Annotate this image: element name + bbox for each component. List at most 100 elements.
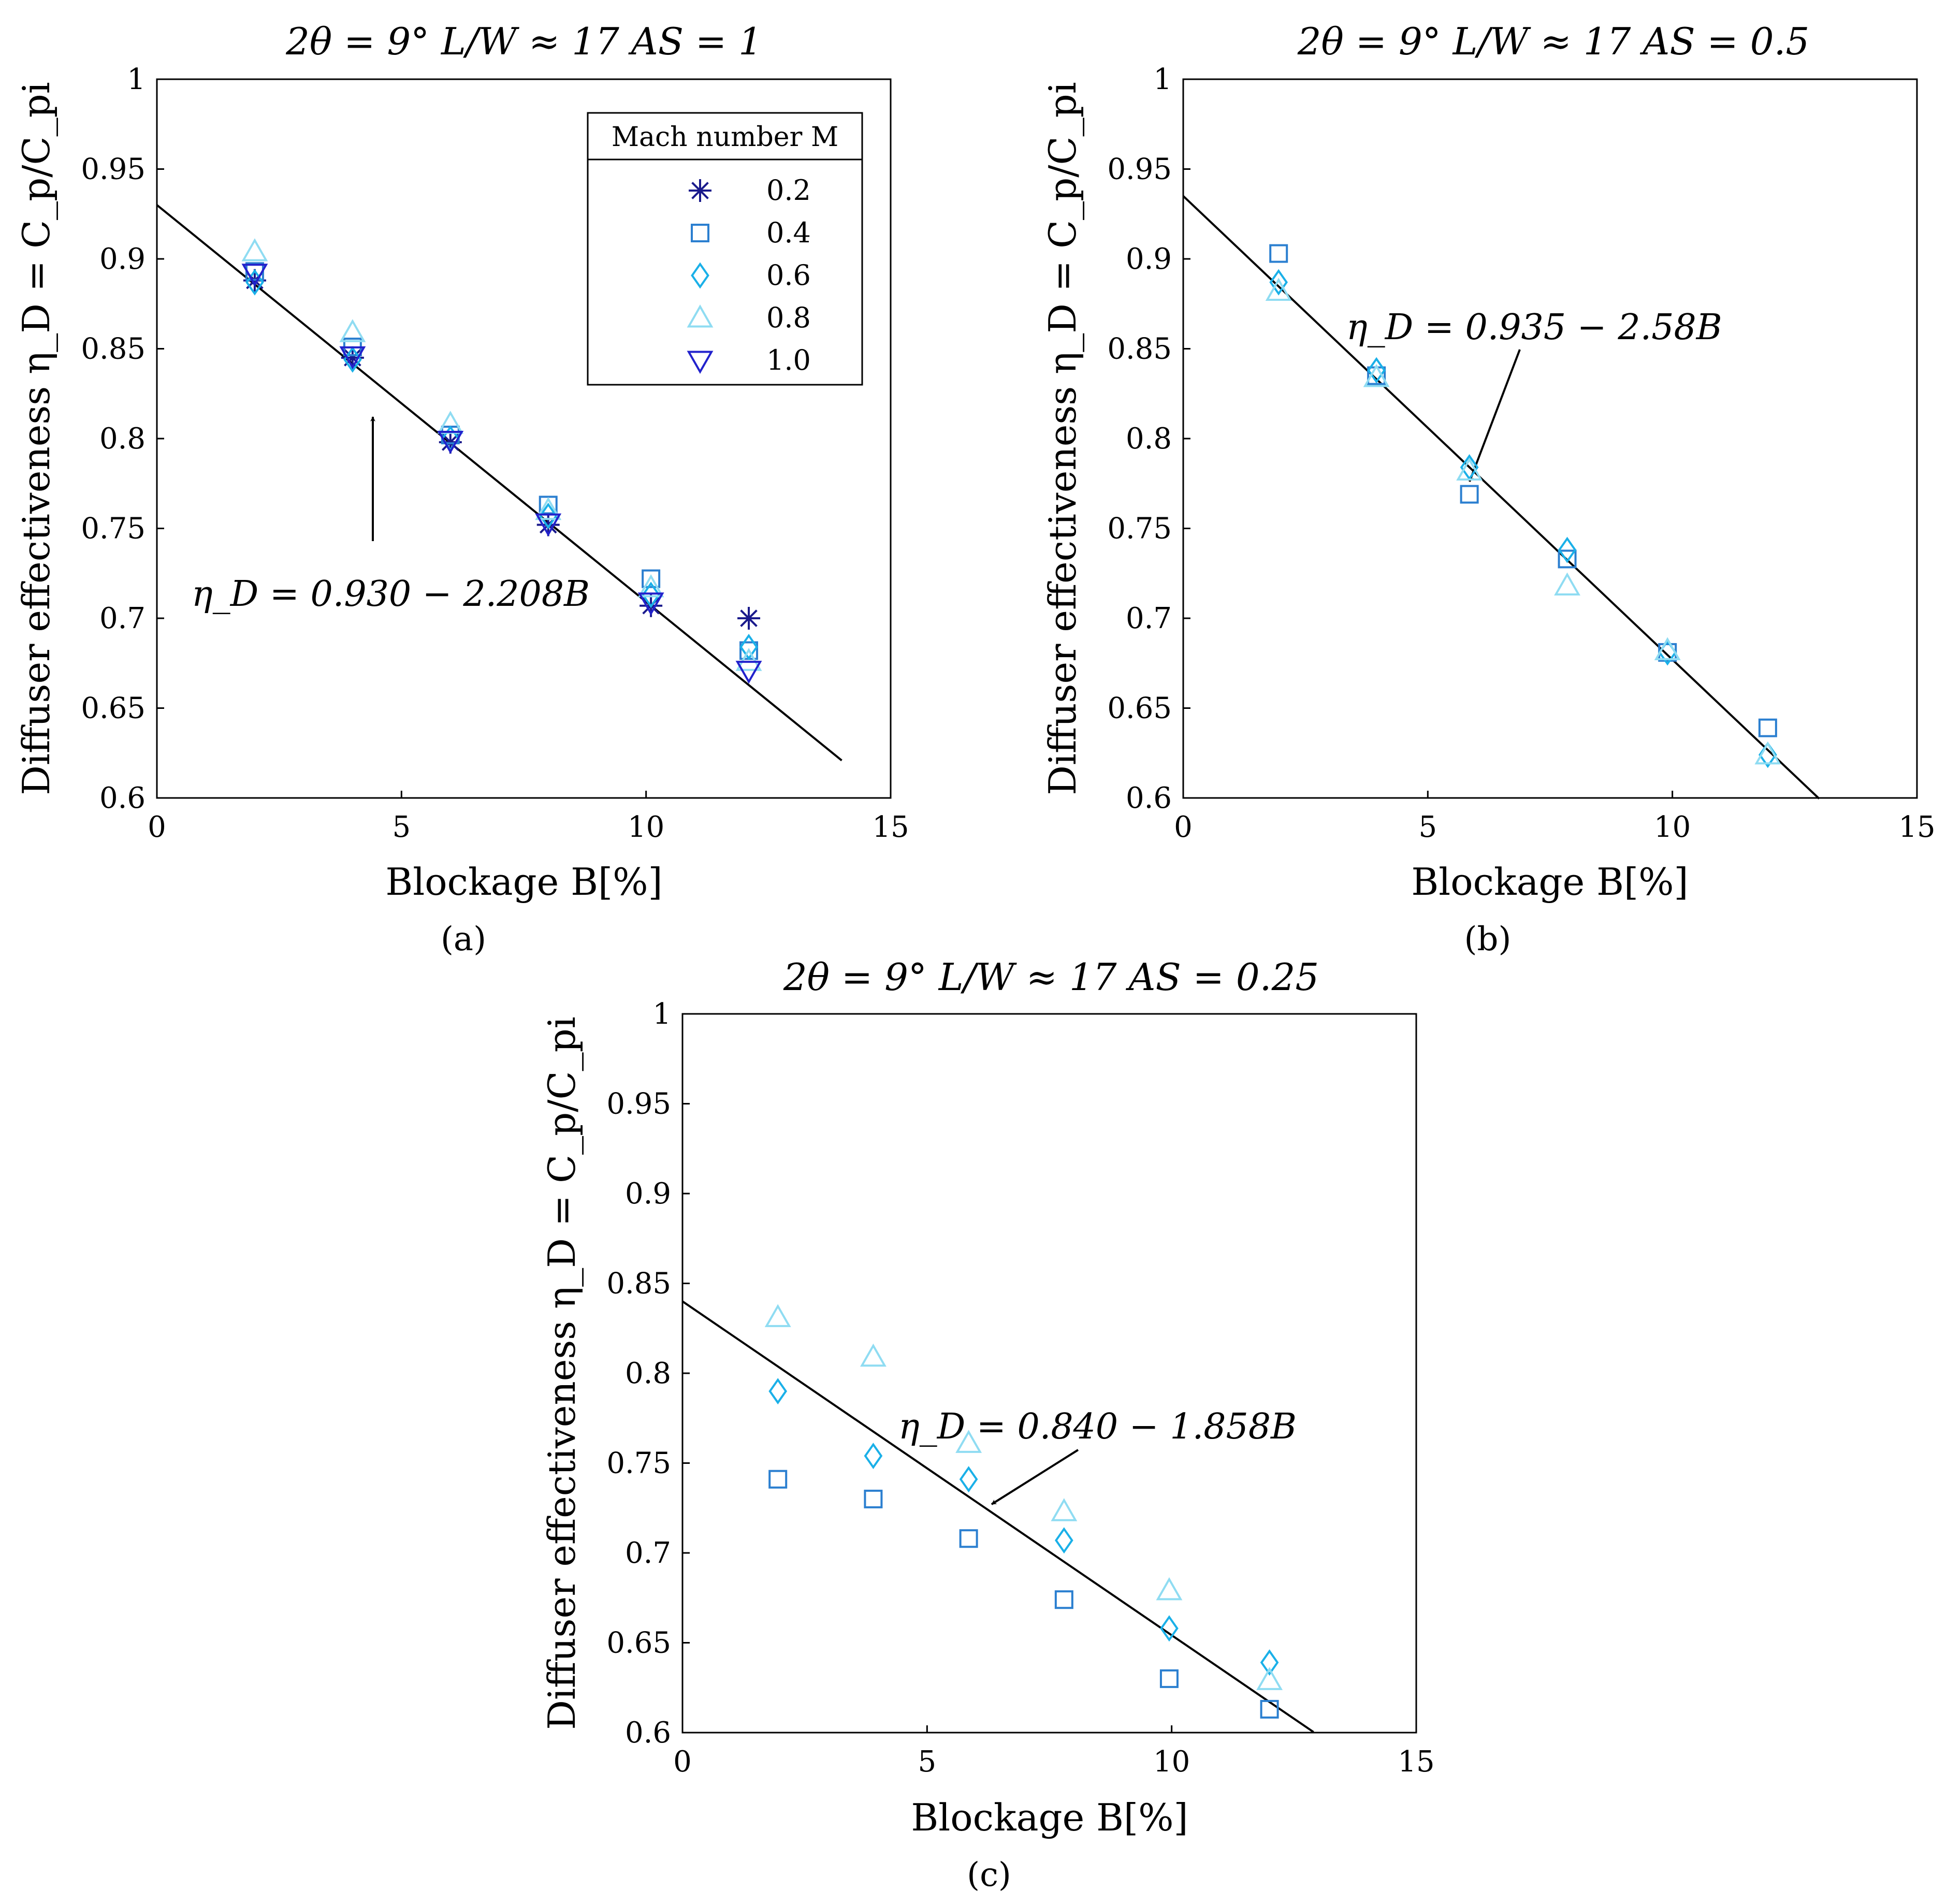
y-tick-label: 0.95 — [606, 1087, 671, 1121]
x-tick-label: 10 — [628, 810, 664, 844]
data-point-M1_0 — [735, 661, 762, 684]
y-tick-label: 0.9 — [1126, 242, 1172, 276]
data-point-M0_4 — [1460, 485, 1479, 504]
x-tick-label: 0 — [673, 1745, 692, 1779]
x-tick-label: 5 — [393, 810, 411, 844]
chart-title-c: 2θ = 9° L/W ≈ 17 AS = 0.25 — [783, 955, 1319, 999]
panel-label-c: (c) — [967, 1856, 1011, 1894]
data-point-M0_6 — [1054, 1527, 1073, 1554]
y-axis-label-c: Diffuser effectiveness η_D = C_p/C_pi — [540, 1016, 584, 1729]
legend-marker-1_0 — [687, 351, 714, 374]
data-points-b — [1265, 244, 1781, 768]
x-tick-label: 0 — [148, 810, 166, 844]
data-point-M1_0 — [241, 264, 268, 287]
plot-area-b — [1182, 78, 1918, 799]
data-point-M0_4 — [1558, 549, 1577, 569]
data-point-M0_4 — [864, 1489, 883, 1508]
y-tick-label: 0.8 — [625, 1357, 671, 1390]
y-tick-label: 1 — [652, 997, 671, 1031]
legend-box — [587, 112, 863, 386]
x-tick-label: 10 — [1654, 810, 1691, 844]
fit-line-c — [681, 1300, 1314, 1733]
chart-title-b: 2θ = 9° L/W ≈ 17 AS = 0.5 — [1297, 20, 1810, 63]
y-tick-label: 0.95 — [1107, 153, 1172, 186]
data-point-M0_4 — [1159, 1669, 1179, 1688]
data-point-M0_8 — [1156, 1577, 1183, 1601]
data-point-M0_4 — [1758, 718, 1777, 737]
data-point-M0_6 — [768, 1378, 788, 1405]
data-point-M0_8 — [735, 648, 762, 671]
data-point-M0_6 — [864, 1443, 883, 1470]
panel-label-a: (a) — [441, 920, 486, 958]
data-point-M1_0 — [535, 513, 562, 537]
x-tick-label: 15 — [872, 810, 909, 844]
data-point-M0_6 — [245, 269, 264, 296]
data-point-M0_2 — [737, 607, 761, 630]
chart-panel-b: 2θ = 9° L/W ≈ 17 AS = 0.5 0.6 0.65 0.7 0.75… — [1041, 20, 1936, 958]
data-point-M0_8 — [1754, 741, 1781, 765]
y-tick-label: 0.95 — [81, 153, 146, 186]
y-tick-label: 0.8 — [1126, 422, 1172, 456]
y-tick-label: 0.6 — [99, 781, 146, 815]
data-point-M1_0 — [437, 430, 464, 454]
y-ticks-c: 0.6 0.65 0.7 0.75 0.8 0.85 0.9 0.95 1 — [606, 997, 690, 1750]
data-point-M0_6 — [539, 502, 558, 529]
x-axis-label-b: Blockage B[%] — [1411, 860, 1688, 904]
data-point-M0_8 — [764, 1304, 791, 1327]
data-point-M0_8 — [1554, 572, 1581, 596]
plot-area-c — [681, 1013, 1417, 1734]
legend-entry-label: 0.6 — [766, 259, 811, 292]
legend-entry-label: 0.4 — [766, 216, 811, 249]
x-tick-label: 0 — [1174, 810, 1193, 844]
data-point-M0_8 — [1051, 1498, 1078, 1521]
legend-marker-0_8 — [687, 304, 714, 328]
x-tick-label: 15 — [1398, 1745, 1434, 1779]
data-point-M0_8 — [955, 1430, 982, 1453]
data-point-M0_6 — [959, 1466, 978, 1493]
y-ticks-a: 0.6 0.65 0.7 0.75 0.8 0.85 0.9 0.95 1 — [81, 63, 164, 815]
fit-equation-c: η_D = 0.840 − 1.858B — [898, 1406, 1297, 1447]
data-point-M0_4 — [768, 1470, 788, 1489]
data-point-M0_8 — [535, 497, 562, 520]
chart-title-a: 2θ = 9° L/W ≈ 17 AS = 1 — [285, 20, 762, 63]
y-tick-label: 0.75 — [1107, 512, 1172, 546]
data-point-M0_8 — [1363, 364, 1390, 387]
x-tick-label: 15 — [1898, 810, 1935, 844]
x-ticks-b: 0 5 10 15 — [1174, 791, 1936, 844]
y-tick-label: 0.75 — [81, 512, 146, 546]
x-axis-label-c: Blockage B[%] — [911, 1796, 1188, 1839]
legend-entry-label: 0.8 — [766, 301, 811, 334]
y-tick-label: 0.85 — [81, 332, 146, 366]
y-tick-label: 0.8 — [99, 422, 146, 456]
panel-label-b: (b) — [1464, 920, 1512, 958]
annotation-arrow-b — [1469, 349, 1521, 482]
fit-line-a — [156, 204, 842, 762]
data-point-M0_4 — [1260, 1699, 1279, 1719]
data-point-M0_4 — [642, 569, 661, 588]
data-point-M0_6 — [1260, 1649, 1279, 1676]
data-point-M0_6 — [642, 582, 660, 608]
legend-marker-0_6 — [691, 262, 709, 289]
x-ticks-c: 0 5 10 15 — [673, 1725, 1435, 1779]
fit-equation-a: η_D = 0.930 − 2.208B — [192, 574, 590, 615]
y-tick-label: 0.65 — [81, 692, 146, 725]
legend: Mach number M 0.2 0.4 0.6 0.8 1.0 — [587, 112, 863, 386]
data-point-M0_4 — [1269, 244, 1288, 263]
y-axis-label-a: Diffuser effectiveness η_D = C_p/C_pi — [14, 82, 58, 795]
y-tick-label: 0.7 — [1126, 602, 1172, 635]
data-point-M0_8 — [637, 574, 664, 598]
data-point-M0_8 — [1456, 457, 1483, 481]
data-points-a — [241, 238, 762, 684]
x-tick-label: 5 — [1419, 810, 1437, 844]
data-point-M0_6 — [1367, 357, 1386, 384]
y-tick-label: 0.7 — [99, 602, 146, 635]
x-tick-label: 5 — [918, 1745, 937, 1779]
y-tick-label: 0.6 — [625, 1716, 671, 1750]
data-point-M0_8 — [339, 319, 366, 342]
data-point-M0_4 — [1054, 1590, 1073, 1609]
y-axis-label-b: Diffuser effectiveness η_D = C_p/C_pi — [1041, 82, 1084, 795]
data-point-M0_8 — [1654, 637, 1681, 660]
legend-marker-0_2 — [689, 179, 711, 202]
y-tick-label: 0.65 — [1107, 692, 1172, 725]
